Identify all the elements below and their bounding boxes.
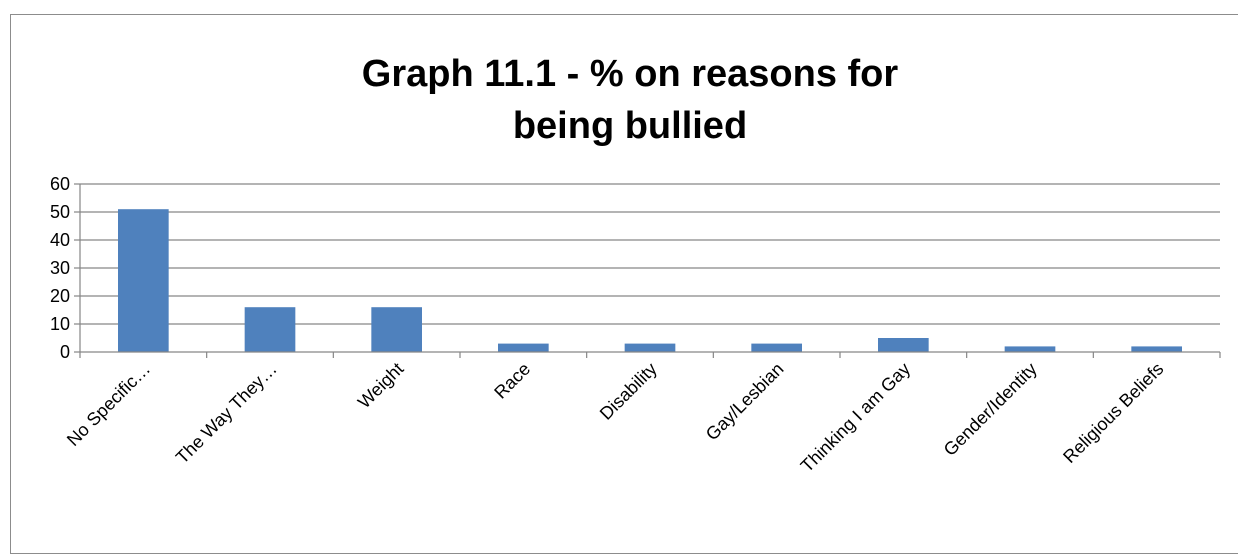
x-category-label: No Specific… [63,359,154,450]
y-tick-label: 40 [50,230,70,250]
chart-title-line-1: Graph 11.1 - % on reasons for [362,53,899,95]
bar [244,307,296,352]
bar [498,343,549,352]
chart-frame [10,14,1238,554]
axes [79,184,1221,358]
bars [118,209,1182,352]
y-tick-label: 30 [50,258,70,278]
x-category-label: Thinking I am Gay [797,359,914,476]
bar [751,343,802,352]
y-tick-label: 60 [50,174,70,194]
y-axis-ticks: 0 10 20 30 40 50 60 [50,174,80,362]
x-category-label: Gay/Lesbian [702,359,788,445]
x-category-label: Race [490,359,534,403]
y-tick-label: 20 [50,286,70,306]
x-category-label: Religious Beliefs [1059,359,1167,467]
chart-title-line-2: being bullied [513,105,747,147]
bar-chart: Graph 11.1 - % on reasons for being bull… [50,53,1221,476]
bar [118,209,169,352]
chart-title: Graph 11.1 - % on reasons for being bull… [362,53,899,147]
x-category-label: Gender/Identity [940,359,1041,460]
gridlines [80,183,1220,325]
bar [1131,346,1182,352]
bar [878,338,929,352]
bar [1004,346,1056,352]
x-category-label: Disability [596,359,661,424]
x-axis-labels: No Specific… The Way They… Weight Race Disab… [63,359,1168,476]
x-category-label: Weight [354,359,408,413]
x-category-label: The Way They… [172,359,281,468]
y-tick-label: 0 [60,342,70,362]
bar [371,307,422,352]
bar [624,343,676,352]
y-tick-label: 10 [50,314,70,334]
y-tick-label: 50 [50,202,70,222]
